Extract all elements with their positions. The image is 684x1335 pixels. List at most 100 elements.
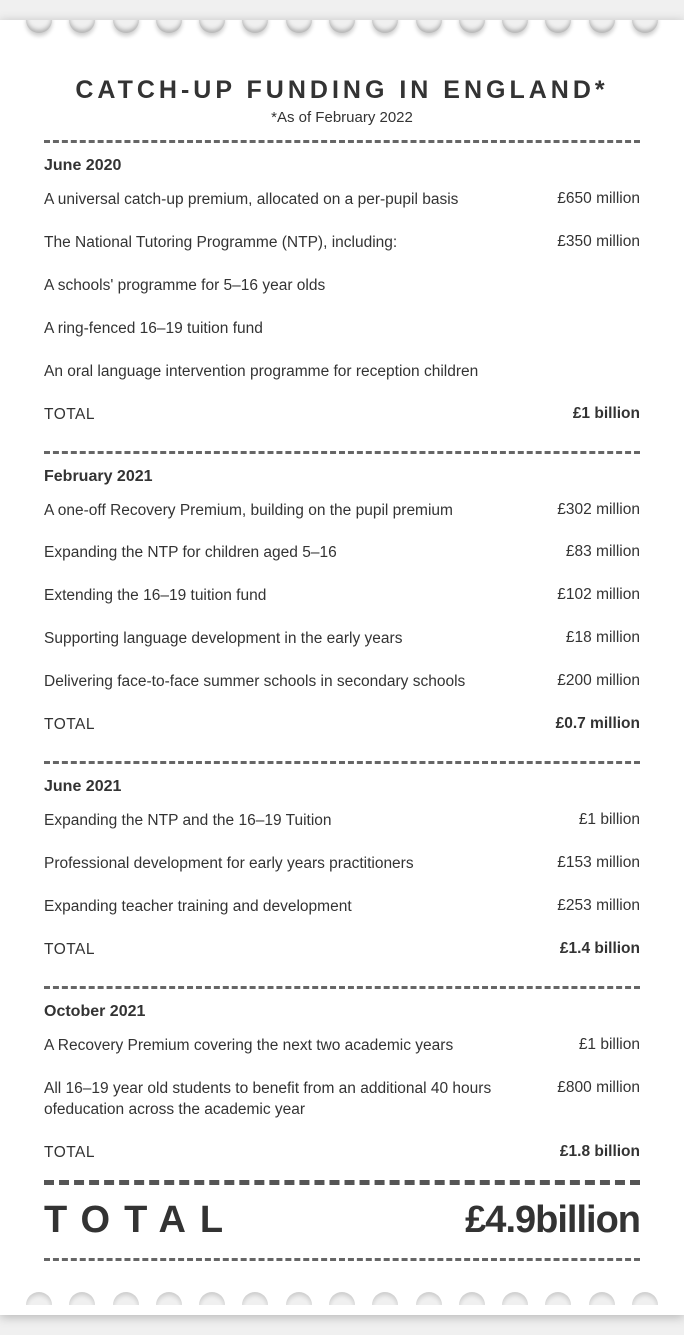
section-total-row: TOTAL £0.7 million [44,704,640,747]
line-item-value: £1 billion [579,1036,640,1054]
line-item-value: £302 million [557,501,640,519]
line-item: Supporting language development in the e… [44,618,640,661]
section-heading: June 2020 [44,151,640,179]
perforation-hole [113,1292,139,1305]
section-total-value: £1.8 billion [560,1143,640,1161]
perforation-hole [26,20,52,33]
line-item-value: £83 million [566,543,640,561]
section-total-row: TOTAL £1.8 billion [44,1132,640,1175]
perforation-hole [502,1292,528,1305]
perforation-hole [69,1292,95,1305]
perforation-hole [286,1292,312,1305]
perforation-hole [372,1292,398,1305]
receipt-content: CATCH-UP FUNDING IN ENGLAND* *As of Febr… [0,46,684,1279]
section-heading: June 2021 [44,772,640,800]
line-item-label: Supporting language development in the e… [44,629,548,650]
page-title: CATCH-UP FUNDING IN ENGLAND* [44,76,640,105]
divider [44,140,640,143]
line-item-label: A schools' programme for 5–16 year olds [44,276,640,297]
receipt-card: CATCH-UP FUNDING IN ENGLAND* *As of Febr… [0,20,684,1315]
line-item-label: Extending the 16–19 tuition fund [44,586,539,607]
section-heading: October 2021 [44,997,640,1025]
perforation-hole [416,1292,442,1305]
line-item: All 16–19 year old students to benefit f… [44,1068,640,1132]
perforation-hole [632,20,658,33]
line-item: A one-off Recovery Premium, building on … [44,490,640,533]
perforation-hole [502,20,528,33]
perforation-hole [156,20,182,33]
perforation-hole [459,1292,485,1305]
sections-container: June 2020 A universal catch-up premium, a… [44,151,640,1185]
section-total-row: TOTAL £1 billion [44,394,640,437]
grand-total-value: £4.9billion [465,1199,640,1242]
line-item-label: All 16–19 year old students to benefit f… [44,1079,539,1121]
line-item: The National Tutoring Programme (NTP), i… [44,222,640,265]
perforation-hole [69,20,95,33]
line-item-value: £650 million [557,190,640,208]
line-item-label: A universal catch-up premium, allocated … [44,190,539,211]
perforation-hole [632,1292,658,1305]
line-item: Extending the 16–19 tuition fund £102 mil… [44,575,640,618]
perforation-hole [156,1292,182,1305]
line-item: Delivering face-to-face summer schools i… [44,661,640,704]
line-item-value: £800 million [557,1079,640,1097]
line-item-label: A ring-fenced 16–19 tuition fund [44,319,640,340]
section-total-label: TOTAL [44,1143,542,1164]
section-total-label: TOTAL [44,405,555,426]
perforation-hole [242,1292,268,1305]
divider [44,451,640,454]
line-item-value: £18 million [566,629,640,647]
line-item: A Recovery Premium covering the next two… [44,1025,640,1068]
line-item: A universal catch-up premium, allocated … [44,179,640,222]
divider [44,1180,640,1185]
perforation-hole [589,1292,615,1305]
section-total-value: £0.7 million [556,715,640,733]
line-item-label: A one-off Recovery Premium, building on … [44,501,539,522]
perforation-hole [589,20,615,33]
perforation-hole [199,1292,225,1305]
perforation-hole [329,20,355,33]
line-item-label: The National Tutoring Programme (NTP), i… [44,233,539,254]
perforation-hole [459,20,485,33]
perforation-hole [199,20,225,33]
line-item-value: £102 million [557,586,640,604]
perforation-hole [242,20,268,33]
section-heading: February 2021 [44,462,640,490]
line-item-label: Delivering face-to-face summer schools i… [44,672,539,693]
perforation-bottom [0,1279,684,1305]
line-item-label: Expanding the NTP and the 16–19 Tuition [44,811,561,832]
line-item-value: £200 million [557,672,640,690]
line-item: A schools' programme for 5–16 year olds [44,265,640,308]
line-item: A ring-fenced 16–19 tuition fund [44,308,640,351]
grand-total-row: TOTAL £4.9billion [44,1193,640,1244]
line-item-label: Expanding teacher training and developme… [44,897,539,918]
line-item: Expanding the NTP for children aged 5–16… [44,532,640,575]
section-total-value: £1.4 billion [560,940,640,958]
perforation-top [0,20,684,46]
page-subtitle: *As of February 2022 [44,109,640,126]
divider [44,986,640,989]
section-total-label: TOTAL [44,715,538,736]
section-total-label: TOTAL [44,940,542,961]
line-item-value: £253 million [557,897,640,915]
line-item: Expanding the NTP and the 16–19 Tuition £… [44,800,640,843]
perforation-hole [416,20,442,33]
perforation-hole [329,1292,355,1305]
perforation-hole [113,20,139,33]
line-item-label: A Recovery Premium covering the next two… [44,1036,561,1057]
line-item-label: Professional development for early years… [44,854,539,875]
perforation-hole [286,20,312,33]
perforation-hole [545,1292,571,1305]
perforation-hole [545,20,571,33]
grand-total-label: TOTAL [44,1199,237,1242]
perforation-hole [372,20,398,33]
line-item-value: £1 billion [579,811,640,829]
line-item-value: £153 million [557,854,640,872]
line-item-label: Expanding the NTP for children aged 5–16 [44,543,548,564]
line-item-value: £350 million [557,233,640,251]
section-total-value: £1 billion [573,405,640,423]
line-item: Professional development for early years… [44,843,640,886]
section-total-row: TOTAL £1.4 billion [44,929,640,972]
divider [44,1258,640,1261]
divider [44,761,640,764]
